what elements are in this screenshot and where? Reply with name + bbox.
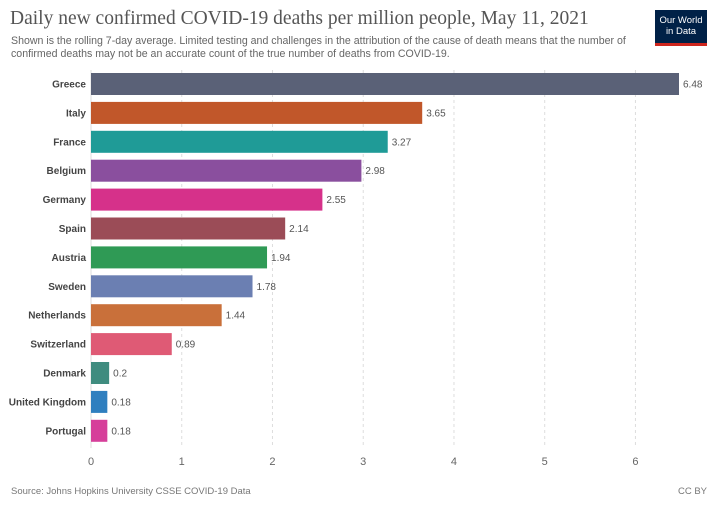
x-tick-label: 3 <box>360 456 366 468</box>
bar[interactable] <box>91 217 286 240</box>
bar[interactable] <box>91 159 362 182</box>
logo-line-2: in Data <box>665 26 697 37</box>
category-label: Switzerland <box>30 340 86 351</box>
category-label: United Kingdom <box>9 397 86 408</box>
value-label: 0.89 <box>176 340 196 351</box>
category-label: Germany <box>43 195 87 206</box>
chart-title: Daily new confirmed COVID-19 deaths per … <box>10 8 589 29</box>
value-label: 1.44 <box>226 311 246 322</box>
category-label: Netherlands <box>28 311 86 322</box>
bar[interactable] <box>91 390 108 413</box>
license-link[interactable]: CC BY <box>677 486 707 497</box>
category-label: Spain <box>59 224 86 235</box>
bar[interactable] <box>91 73 679 95</box>
category-label: Belgium <box>47 166 87 177</box>
logo-line-1: Our World <box>659 15 703 26</box>
chart-subtitle: Shown is the rolling 7-day average. Limi… <box>11 35 626 60</box>
value-label: 0.18 <box>111 426 131 437</box>
category-label: Denmark <box>43 369 86 380</box>
value-label: 3.27 <box>392 137 412 148</box>
value-label: 2.14 <box>289 224 309 235</box>
bar[interactable] <box>91 130 388 153</box>
x-tick-label: 6 <box>632 456 638 468</box>
value-label: 1.78 <box>257 282 277 293</box>
x-tick-label: 2 <box>269 456 275 468</box>
bar[interactable] <box>91 188 323 211</box>
x-tick-label: 1 <box>179 456 185 468</box>
x-tick-label: 0 <box>88 456 94 468</box>
category-label: France <box>53 137 86 148</box>
value-label: 1.94 <box>271 253 291 264</box>
bar[interactable] <box>91 275 253 298</box>
bar[interactable] <box>91 362 110 384</box>
bar[interactable] <box>91 419 108 442</box>
owid-logo[interactable]: Our World in Data <box>655 10 707 46</box>
value-label: 2.98 <box>365 166 385 177</box>
value-label: 6.48 <box>683 80 703 91</box>
value-label: 3.65 <box>426 108 446 119</box>
source-note[interactable]: Source: Johns Hopkins University CSSE CO… <box>11 486 251 497</box>
category-label: Austria <box>52 253 87 264</box>
value-label: 0.18 <box>111 397 131 408</box>
value-label: 0.2 <box>113 369 127 380</box>
category-label: Greece <box>52 80 86 91</box>
x-tick-label: 4 <box>451 456 457 468</box>
category-label: Italy <box>66 108 86 119</box>
category-label: Portugal <box>45 426 86 437</box>
bar[interactable] <box>91 304 222 327</box>
x-tick-label: 5 <box>542 456 548 468</box>
bar[interactable] <box>91 246 268 269</box>
bar[interactable] <box>91 333 172 356</box>
value-label: 2.55 <box>326 195 346 206</box>
category-label: Sweden <box>48 282 86 293</box>
bar[interactable] <box>91 101 423 124</box>
